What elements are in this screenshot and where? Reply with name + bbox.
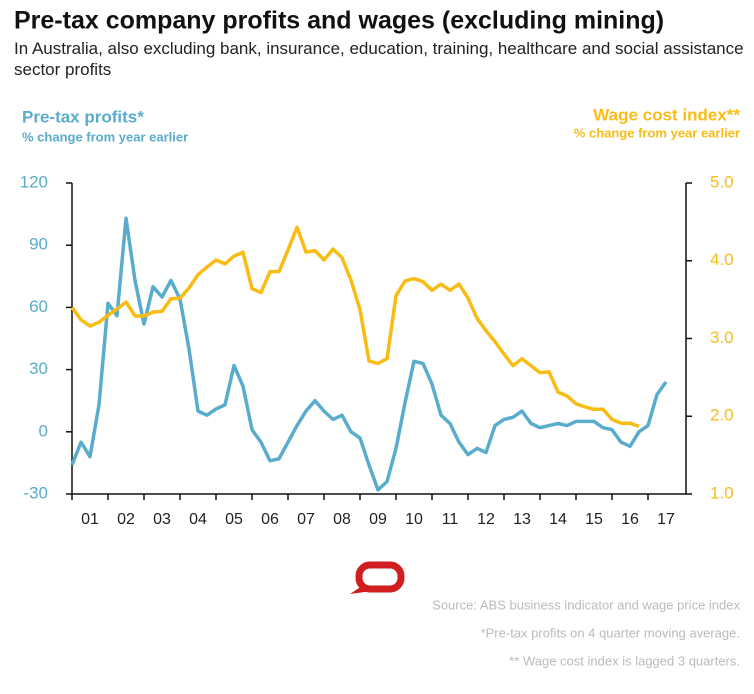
- x-tick-label: 02: [117, 511, 135, 528]
- x-tick-label: 07: [297, 511, 315, 528]
- logo-bubble: [355, 561, 405, 593]
- x-tick-label: 06: [261, 511, 279, 528]
- y-tick-label: 30: [29, 359, 48, 378]
- x-tick-label: 10: [405, 511, 423, 528]
- x-tick-label: 12: [477, 511, 495, 528]
- footnote: ** Wage cost index is lagged 3 quarters.: [509, 653, 740, 668]
- x-tick-label: 14: [549, 511, 567, 528]
- y2-tick-label: 3.0: [710, 328, 734, 347]
- y2-tick-label: 5.0: [710, 172, 734, 191]
- y2-axis-subtitle: % change from year earlier: [574, 125, 740, 140]
- x-tick-label: 01: [81, 511, 99, 528]
- x-tick-label: 16: [621, 511, 639, 528]
- y-tick-label: 90: [29, 235, 48, 254]
- x-tick-label: 08: [333, 511, 351, 528]
- y-tick-label: -30: [23, 483, 48, 502]
- footnote: *Pre-tax profits on 4 quarter moving ave…: [481, 625, 740, 640]
- y2-tick-label: 4.0: [710, 250, 734, 269]
- series-line: [70, 216, 668, 492]
- y2-tick-label: 2.0: [710, 406, 734, 425]
- x-tick-label: 05: [225, 511, 243, 528]
- y-axis-subtitle: % change from year earlier: [22, 129, 188, 144]
- logo-tail: [350, 586, 372, 594]
- subtitle-box: In Australia, also excluding bank, insur…: [14, 39, 744, 79]
- logo: [350, 561, 405, 594]
- x-tick-label: 15: [585, 511, 603, 528]
- x-tick-label: 13: [513, 511, 531, 528]
- y-tick-label: 120: [20, 172, 48, 191]
- y-tick-label: 60: [29, 297, 48, 316]
- x-tick-label: 11: [442, 511, 459, 528]
- x-tick-label: 03: [153, 511, 171, 528]
- y-tick-label: 0: [39, 421, 48, 440]
- x-tick-label: 04: [189, 511, 207, 528]
- y2-axis-title: Wage cost index**: [593, 105, 740, 124]
- y-axis-title: Pre-tax profits*: [22, 107, 144, 126]
- series-line: [70, 225, 640, 429]
- source-note: Source: ABS business indicator and wage …: [432, 597, 740, 612]
- x-tick-label: 17: [657, 511, 675, 528]
- chart-subtitle: In Australia, also excluding bank, insur…: [14, 39, 744, 79]
- x-tick-label: 09: [369, 511, 387, 528]
- y2-tick-label: 1.0: [710, 483, 734, 502]
- chart-title: Pre-tax company profits and wages (exclu…: [14, 7, 664, 35]
